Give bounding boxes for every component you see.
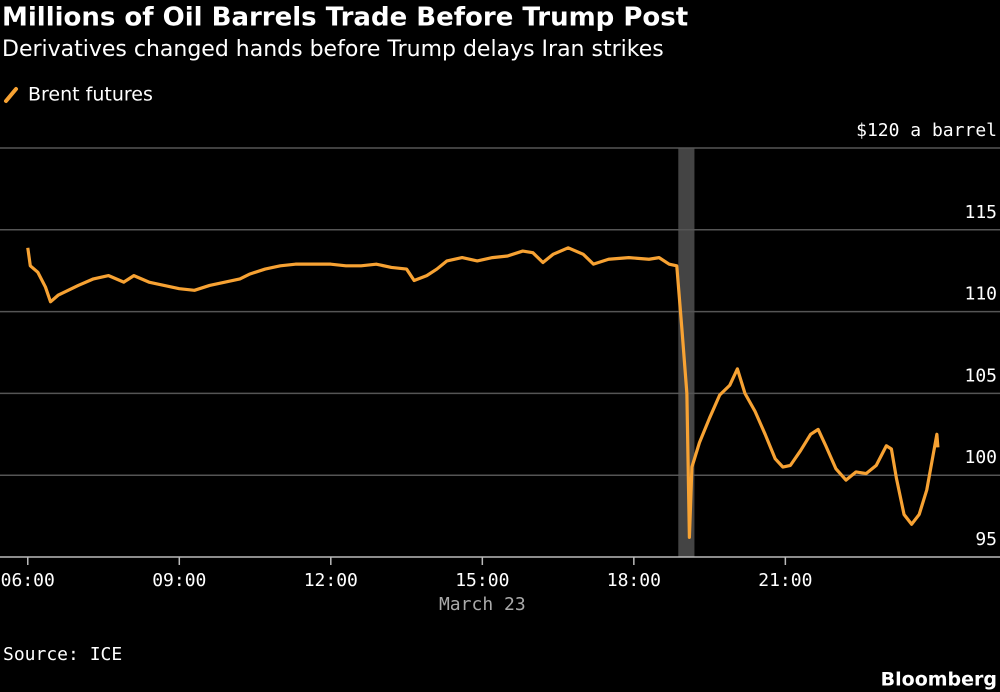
y-tick-label: 100 (964, 447, 997, 468)
y-tick-label: $120 a barrel (856, 120, 997, 141)
x-tick-label: 12:00 (304, 570, 358, 591)
highlight-band (678, 148, 695, 557)
credit: Bloomberg (881, 669, 997, 691)
x-tick-label: 18:00 (607, 570, 661, 591)
chart-title: Millions of Oil Barrels Trade Before Tru… (2, 3, 688, 33)
x-tick-label: 06:00 (1, 570, 55, 591)
y-tick-label: 105 (964, 365, 997, 386)
x-tick-label: 21:00 (758, 570, 812, 591)
chart-subtitle: Derivatives changed hands before Trump d… (2, 37, 664, 62)
legend-label: Brent futures (28, 84, 153, 106)
y-tick-label: 115 (964, 202, 997, 223)
x-tick-label: 09:00 (152, 570, 206, 591)
y-tick-label: 95 (975, 529, 997, 550)
legend-swatch (4, 87, 18, 103)
x-tick-label: 15:00 (455, 570, 509, 591)
line-series (26, 246, 940, 539)
y-tick-label: 110 (964, 284, 997, 305)
source: Source: ICE (3, 644, 122, 665)
x-axis-label: March 23 (439, 594, 526, 615)
